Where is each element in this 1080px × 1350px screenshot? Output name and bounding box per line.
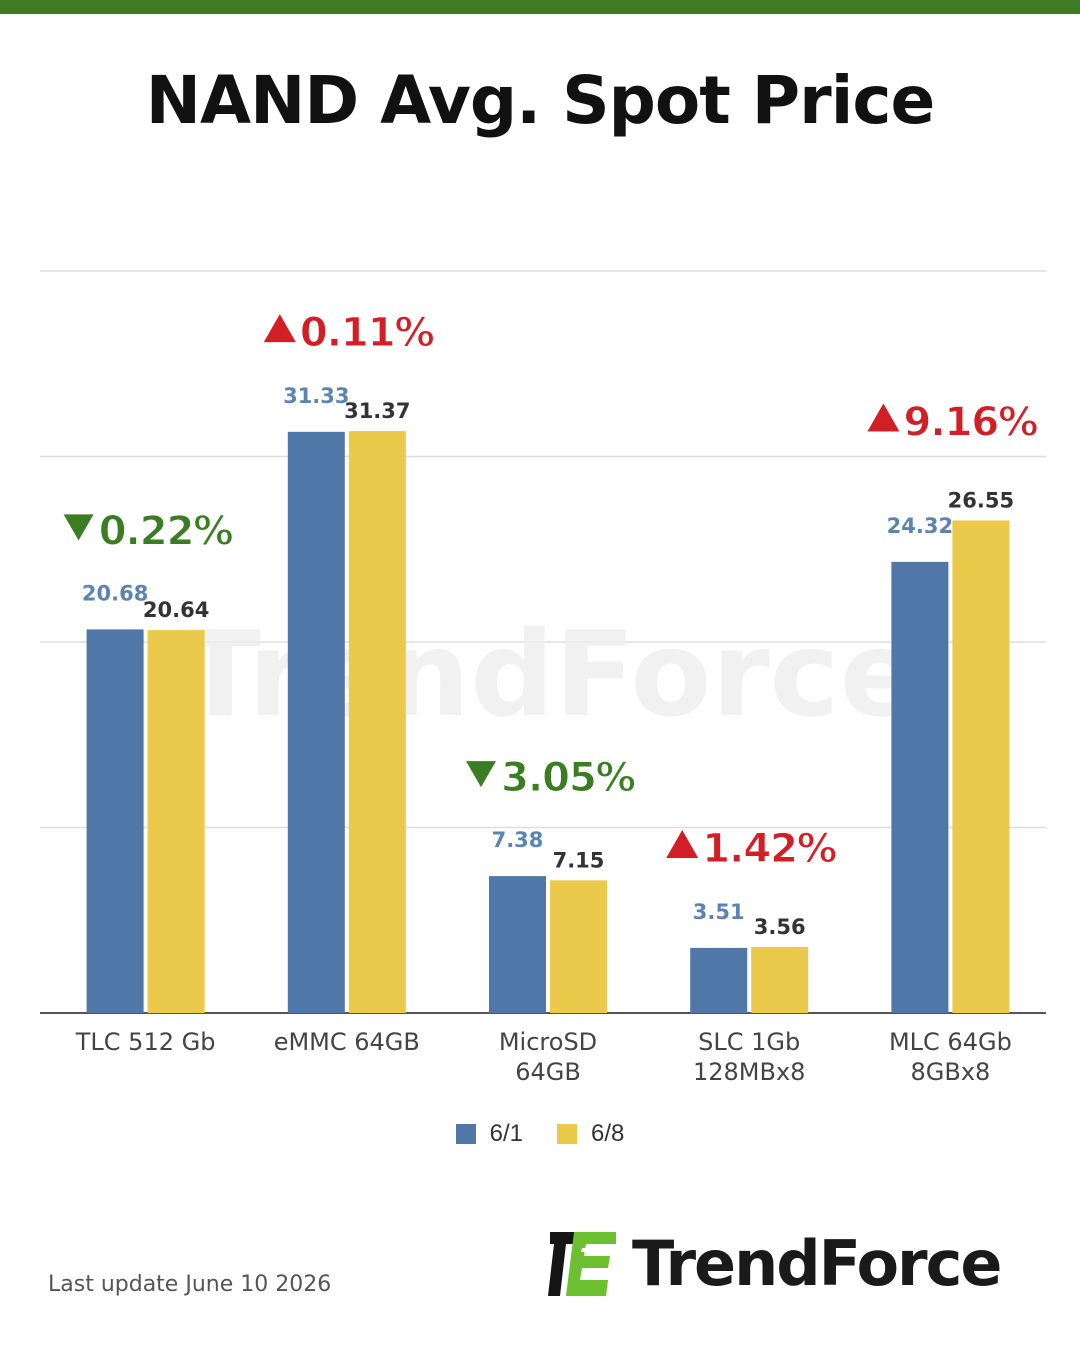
down-arrow-icon xyxy=(63,514,94,541)
up-arrow-icon xyxy=(263,314,296,343)
bar-2-3 xyxy=(751,946,809,1013)
change-label-3: 1.42% xyxy=(702,826,836,872)
bar-1-0 xyxy=(86,629,144,1013)
value-label: 24.32 xyxy=(887,514,953,538)
legend-swatch-series-2 xyxy=(557,1124,577,1144)
x-tick-label: MicroSD xyxy=(499,1028,597,1056)
x-tick-label: TLC 512 Gb xyxy=(75,1028,216,1056)
trendforce-logo-icon xyxy=(548,1232,616,1296)
value-label: 3.56 xyxy=(754,915,806,939)
bar-2-0 xyxy=(147,630,205,1013)
x-tick-label: 8GBx8 xyxy=(910,1058,990,1086)
chart-title: NAND Avg. Spot Price xyxy=(145,62,935,139)
change-label-0: 0.22% xyxy=(99,508,233,554)
top-accent-bar xyxy=(0,0,1080,14)
value-label: 26.55 xyxy=(948,488,1014,512)
legend-label-series-2: 6/8 xyxy=(591,1120,625,1147)
x-tick-label: 64GB xyxy=(515,1058,581,1086)
value-label: 20.68 xyxy=(82,581,148,605)
bar-2-4 xyxy=(952,520,1010,1013)
legend-item-series-2: 6/8 xyxy=(557,1120,624,1148)
x-tick-label: MLC 64Gb xyxy=(889,1028,1012,1056)
change-label-2: 3.05% xyxy=(501,755,635,801)
x-tick-label: eMMC 64GB xyxy=(274,1028,420,1056)
bar-2-1 xyxy=(348,431,406,1013)
change-label-1: 0.11% xyxy=(300,310,434,356)
trendforce-logo: TrendForce xyxy=(546,1227,1002,1300)
x-tick-label: 128MBx8 xyxy=(693,1058,805,1086)
bar-chart: TrendForce 20.6820.6431.3331.377.387.153… xyxy=(40,270,1046,1086)
legend: 6/1 6/8 xyxy=(0,1120,1080,1148)
down-arrow-icon xyxy=(466,761,496,788)
value-label: 7.15 xyxy=(553,848,605,872)
value-label: 31.37 xyxy=(344,399,410,423)
value-label: 20.64 xyxy=(143,598,209,622)
value-label: 7.38 xyxy=(492,828,544,852)
bars xyxy=(86,431,1010,1013)
change-labels: 0.22% 0.11% 3.05% 1.42% 9.16% xyxy=(63,310,1039,872)
bar-1-4 xyxy=(891,561,949,1013)
bar-1-2 xyxy=(489,876,546,1013)
legend-item-series-1: 6/1 xyxy=(455,1120,523,1148)
legend-label-series-1: 6/1 xyxy=(489,1120,523,1147)
value-label: 31.33 xyxy=(283,384,349,408)
up-arrow-icon xyxy=(666,829,699,858)
change-label-4: 9.16% xyxy=(904,399,1038,445)
up-arrow-icon xyxy=(867,403,900,432)
legend-swatch-series-1 xyxy=(455,1124,476,1144)
trendforce-logo-text: TrendForce xyxy=(632,1227,1002,1300)
bar-2-2 xyxy=(550,880,607,1013)
x-tick-label: SLC 1Gb xyxy=(698,1028,800,1056)
bar-1-1 xyxy=(287,431,345,1013)
bar-1-3 xyxy=(690,947,748,1013)
value-label: 3.51 xyxy=(693,900,745,924)
last-update-text: Last update June 10 2026 xyxy=(48,1272,332,1297)
